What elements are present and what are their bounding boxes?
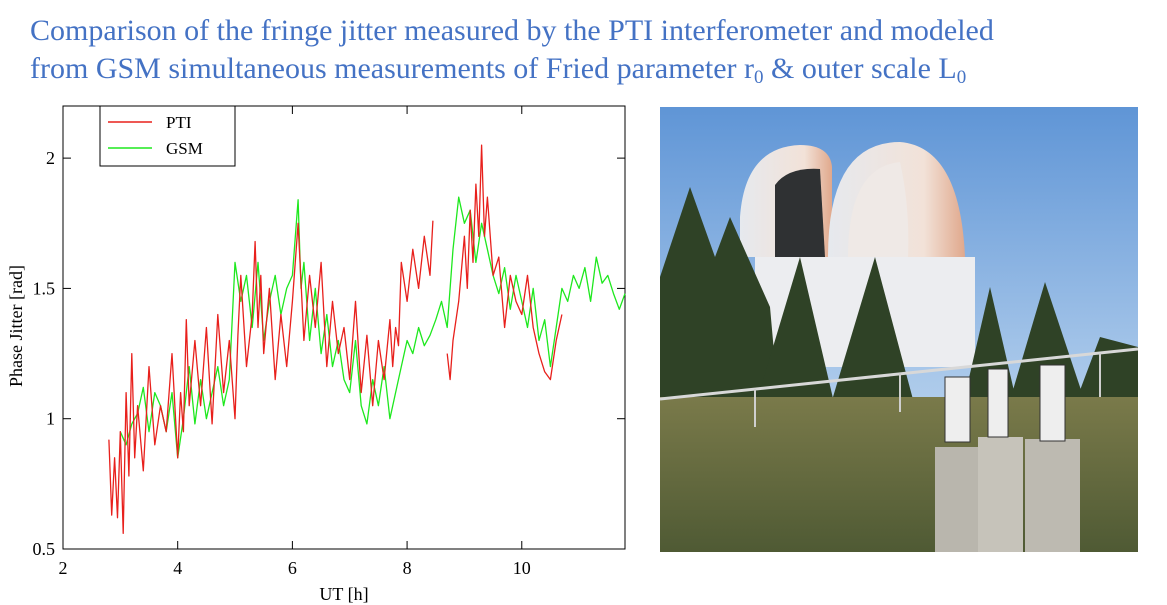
legend-box (99, 105, 236, 167)
observatory-photo (660, 107, 1138, 552)
series-line-gsm (119, 196, 626, 459)
trees (660, 187, 1138, 417)
axis-ticks: 2 4 6 8 10 0.5 1 1.5 2 (33, 106, 625, 578)
x-axis-label: UT [h] (319, 584, 368, 604)
l0-subscript: 0 (956, 67, 967, 88)
legend: PTI GSM (99, 105, 236, 167)
title-line-2b: & outer scale L (763, 52, 957, 85)
y-tick-label: 1.5 (33, 278, 56, 298)
r0-subscript: 0 (753, 67, 764, 88)
title-line-1: Comparison of the fringe jitter measured… (30, 14, 994, 47)
y-tick-label: 2 (46, 148, 55, 168)
y-tick-label: 0.5 (33, 539, 56, 559)
telescope-pillars (935, 437, 1080, 552)
legend-label-pti: PTI (166, 113, 192, 132)
y-axis-label: Phase Jitter [rad] (6, 265, 26, 387)
x-tick-label: 6 (288, 558, 297, 578)
x-tick-label: 2 (59, 558, 68, 578)
observatory-dome (740, 142, 975, 367)
phase-jitter-chart: 2 4 6 8 10 0.5 1 1.5 2 PTI GSM UT [h] Phase Jitt… (6, 105, 626, 604)
x-tick-label: 10 (513, 558, 531, 578)
y-tick-label: 1 (46, 409, 55, 429)
series-line-pti (446, 144, 563, 381)
series-line-pti (108, 220, 434, 535)
title-line-2a: from GSM simultaneous measurements of Fr… (30, 52, 754, 85)
legend-label-gsm: GSM (166, 139, 203, 158)
page-title: Comparison of the fringe jitter measured… (30, 12, 1160, 88)
x-tick-label: 4 (173, 558, 182, 578)
x-tick-label: 8 (403, 558, 412, 578)
series-lines (108, 144, 626, 535)
telescopes (944, 364, 1066, 443)
